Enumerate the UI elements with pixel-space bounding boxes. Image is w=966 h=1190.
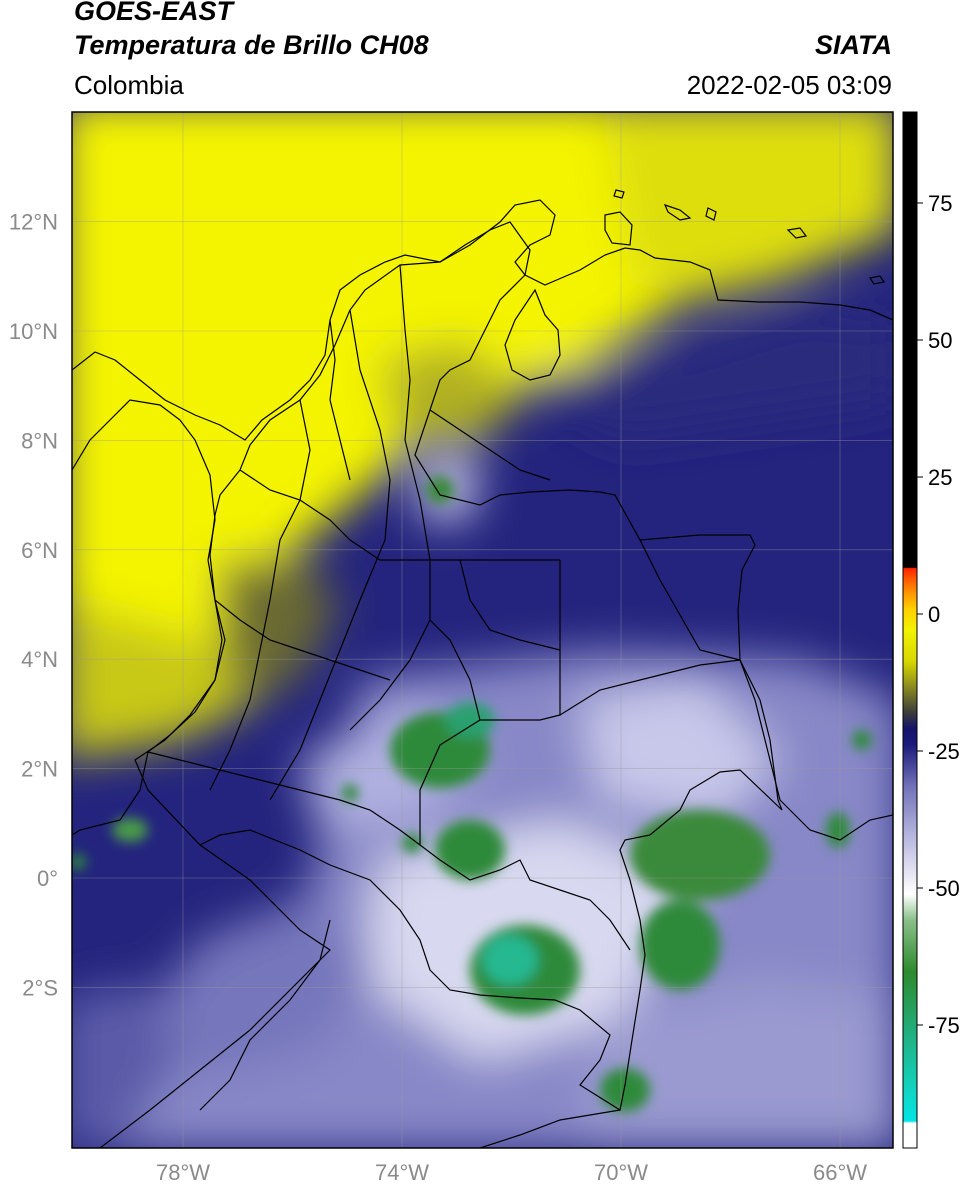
region-label: Colombia	[74, 70, 184, 100]
colorbar-tick-label: 0	[928, 602, 940, 627]
admin-border-6	[147, 751, 421, 846]
lat-tick-label: 0°	[37, 866, 58, 891]
product-title: Temperatura de Brillo CH08	[74, 30, 429, 60]
latitude-tick-labels: 12°N 10°N 8°N 6°N 4°N 2°N 0° 2°S	[9, 210, 58, 1001]
lat-tick-label: 2°N	[21, 757, 58, 782]
admin-border-4	[239, 469, 560, 561]
admin-border-2	[269, 309, 391, 801]
admin-border-1	[209, 399, 311, 791]
ecuador-peru-border	[199, 919, 331, 1111]
admin-border-7	[459, 559, 561, 651]
lat-tick-label: 4°N	[21, 647, 58, 672]
brightness-temperature-field	[72, 112, 893, 1148]
lon-tick-label: 74°W	[375, 1160, 429, 1185]
island-4	[869, 275, 885, 285]
lat-tick-label: 6°N	[21, 538, 58, 563]
admin-border-3	[349, 264, 431, 731]
island-5	[613, 189, 625, 199]
colorbar-tick-label: -75	[928, 1013, 960, 1038]
pacific-coastline	[72, 399, 223, 836]
venezuela-border-south	[639, 539, 741, 661]
admin-border-8	[329, 319, 351, 481]
lat-tick-label: 12°N	[9, 210, 58, 235]
admin-border-5	[214, 599, 391, 681]
colorbar-ticks: 75 50 25 0 -25 -50 -75	[917, 191, 960, 1038]
island-3	[786, 227, 808, 239]
admin-border-10	[429, 409, 551, 481]
lat-tick-label: 8°N	[21, 428, 58, 453]
lat-tick-label: 2°S	[22, 975, 58, 1000]
lon-tick-label: 70°W	[594, 1160, 648, 1185]
datetime-label: 2022-02-05 03:09	[686, 70, 892, 100]
map-frame	[71, 111, 894, 1149]
map-gridlines	[72, 112, 893, 1148]
colorbar-tick-label: -25	[928, 739, 960, 764]
borders-and-coastlines	[72, 189, 893, 1148]
caribbean-coastline	[72, 199, 893, 441]
brazil-peru-border	[479, 1109, 621, 1148]
longitude-tick-labels: 78°W 74°W 70°W 66°W	[156, 1160, 867, 1185]
colorbar-tick-label: 25	[928, 465, 952, 490]
lon-tick-label: 66°W	[813, 1160, 867, 1185]
maracaibo-lake	[504, 288, 561, 381]
lon-tick-label: 78°W	[156, 1160, 210, 1185]
lat-tick-label: 10°N	[9, 319, 58, 344]
colorbar	[903, 112, 917, 1148]
colorbar-tick-label: -50	[928, 876, 960, 901]
colorbar-tick-label: 50	[928, 328, 952, 353]
peru-border	[99, 844, 331, 1148]
colorbar-frame	[902, 111, 918, 1149]
venezuela-brazil-border	[559, 659, 893, 841]
island-1	[663, 204, 692, 221]
island-2	[705, 207, 717, 221]
satellite-title: GOES-EAST	[74, 0, 234, 26]
guajira-islands	[604, 211, 633, 246]
source-label: SIATA	[815, 30, 892, 60]
colombia-brazil-interior	[419, 560, 631, 951]
admin-border-9	[429, 619, 481, 721]
colorbar-tick-label: 75	[928, 191, 952, 216]
colombia-border	[134, 221, 783, 1111]
